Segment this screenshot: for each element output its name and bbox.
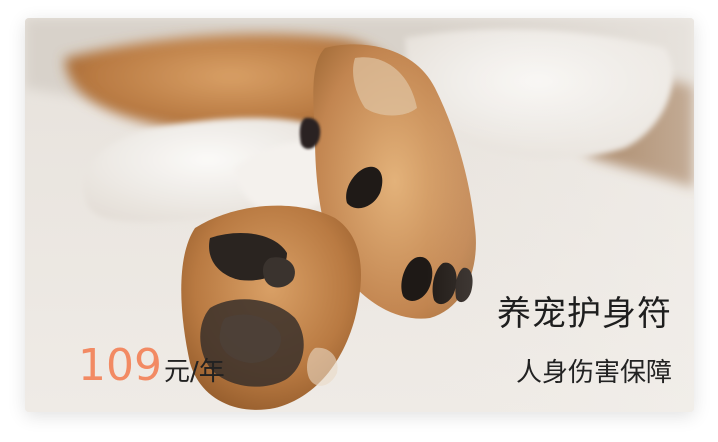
price-label: 109元/年 bbox=[78, 344, 225, 388]
dog-paws-photo bbox=[25, 18, 694, 412]
product-title: 养宠护身符 bbox=[497, 294, 672, 334]
price-amount: 109 bbox=[78, 340, 162, 391]
insurance-product-card[interactable]: 109元/年 养宠护身符 人身伤害保障 bbox=[25, 18, 694, 412]
product-subtitle: 人身伤害保障 bbox=[515, 358, 672, 388]
price-unit: 元/年 bbox=[163, 357, 225, 387]
